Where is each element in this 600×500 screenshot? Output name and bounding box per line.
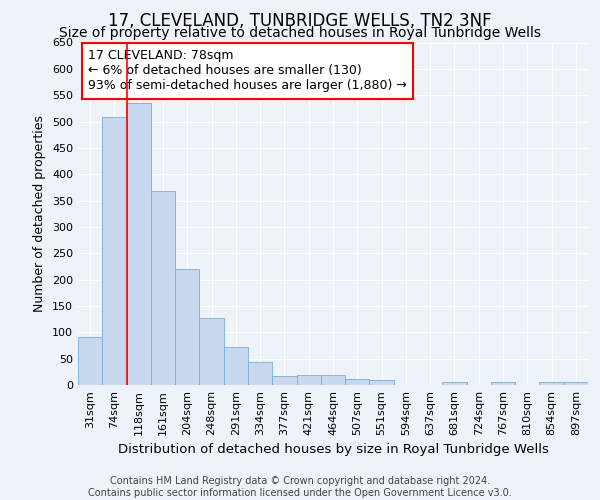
Text: 17, CLEVELAND, TUNBRIDGE WELLS, TN2 3NF: 17, CLEVELAND, TUNBRIDGE WELLS, TN2 3NF bbox=[108, 12, 492, 30]
Text: Contains HM Land Registry data © Crown copyright and database right 2024.
Contai: Contains HM Land Registry data © Crown c… bbox=[88, 476, 512, 498]
Y-axis label: Number of detached properties: Number of detached properties bbox=[34, 116, 46, 312]
Bar bbox=[175, 269, 199, 385]
Bar bbox=[248, 362, 272, 385]
Bar bbox=[564, 382, 588, 385]
Bar bbox=[539, 382, 564, 385]
Bar bbox=[78, 336, 102, 385]
Bar bbox=[127, 103, 151, 385]
Bar bbox=[345, 379, 370, 385]
Bar bbox=[321, 375, 345, 385]
Bar bbox=[370, 380, 394, 385]
Bar bbox=[296, 375, 321, 385]
Bar bbox=[272, 376, 296, 385]
Text: Size of property relative to detached houses in Royal Tunbridge Wells: Size of property relative to detached ho… bbox=[59, 26, 541, 40]
Bar bbox=[442, 382, 467, 385]
X-axis label: Distribution of detached houses by size in Royal Tunbridge Wells: Distribution of detached houses by size … bbox=[118, 444, 548, 456]
Text: 17 CLEVELAND: 78sqm
← 6% of detached houses are smaller (130)
93% of semi-detach: 17 CLEVELAND: 78sqm ← 6% of detached hou… bbox=[88, 50, 407, 92]
Bar bbox=[491, 382, 515, 385]
Bar bbox=[199, 318, 224, 385]
Bar bbox=[151, 191, 175, 385]
Bar bbox=[102, 118, 127, 385]
Bar bbox=[224, 347, 248, 385]
